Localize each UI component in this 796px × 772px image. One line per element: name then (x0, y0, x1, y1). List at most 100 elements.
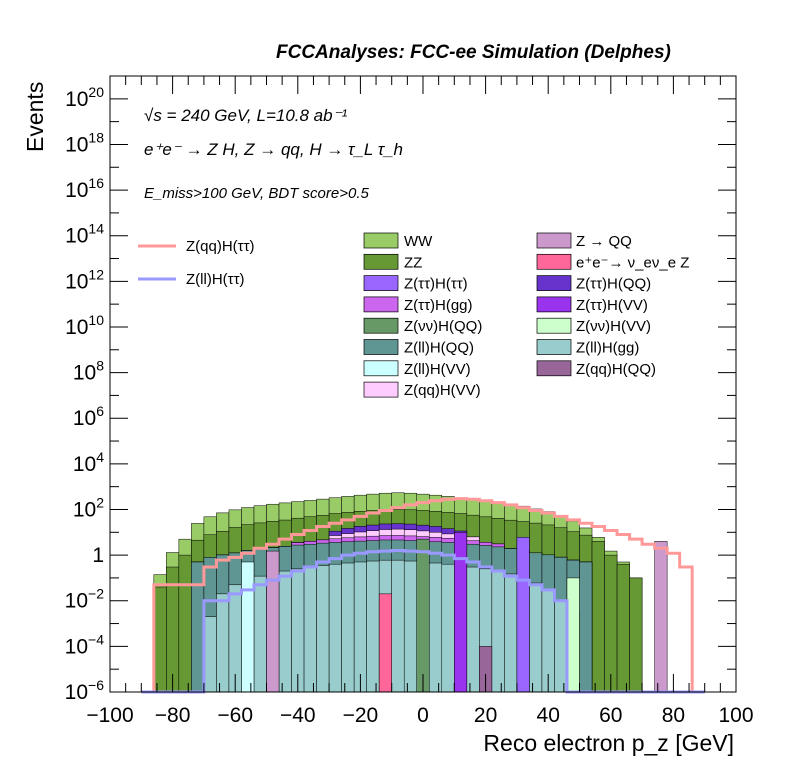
y-tick-label: 10−4 (65, 631, 105, 658)
bar-z-ll-h-qq- (579, 561, 593, 693)
signal-lines (141, 497, 705, 694)
bar-zz (153, 586, 167, 693)
legend-swatch (536, 339, 572, 355)
bar-z-ll-h-gg- (403, 560, 417, 693)
bar-z-ll-h-gg- (203, 616, 217, 693)
bar-z-ll-h-gg- (366, 560, 380, 693)
bar-z-ll-h-gg- (504, 573, 518, 693)
bar-z-ll-h-gg- (303, 566, 317, 693)
legend-swatch (363, 296, 399, 313)
legend-swatch (536, 360, 572, 377)
y-tick-label: 1 (92, 544, 104, 567)
legend-label: Z(qq)H(QQ) (576, 361, 656, 378)
bar-z-ll-h-gg- (278, 570, 292, 693)
axis-ticks: −100 −80 −60 −40 −20 0 20 40 60 80 100 10−6 10−4 10−2… (65, 75, 754, 727)
legend-label: Z(ll)H(gg) (576, 340, 639, 357)
bar-z-ll-h-gg- (253, 575, 267, 693)
bar-z-ll-h-qq- (191, 561, 205, 693)
spike-bar (416, 538, 430, 693)
legend-label: Z → QQ (576, 233, 632, 250)
spike-bar (654, 541, 668, 693)
spike-bar (454, 532, 468, 693)
legend-label: Z(ll)H(VV) (404, 361, 471, 378)
bar-z-ll-h-gg- (341, 562, 355, 693)
bar-z-ll-h-gg- (554, 600, 568, 693)
legend-label: Z(ττ)H(ττ) (404, 276, 468, 293)
legend-label: Z(νν)H(VV) (576, 318, 651, 335)
banner-title: FCCAnalyses: FCC-ee Simulation (Delphes) (276, 42, 671, 63)
bar-z-ll-h-gg- (529, 582, 543, 693)
legend-swatch (536, 296, 572, 313)
x-tick-label: 100 (718, 704, 753, 727)
legend-swatch (363, 360, 399, 377)
spike-bar (266, 550, 280, 693)
y-tick-label: 10−2 (65, 586, 105, 613)
x-tick-label: −80 (155, 704, 191, 727)
y-tick-label: 104 (73, 449, 104, 476)
bar-z-ll-h-gg- (491, 570, 505, 693)
x-tick-label: 40 (537, 704, 560, 727)
legend-label: Z(qq)H(VV) (404, 382, 481, 399)
y-axis-title: Events (22, 81, 48, 152)
spike-bars (241, 532, 668, 693)
y-tick-label: 106 (73, 403, 104, 430)
legend-swatch (363, 381, 399, 398)
legend-line-label: Z(ll)H(ττ) (186, 271, 245, 288)
bar-z-ll-h-gg- (466, 566, 480, 693)
y-tick-label: 1016 (65, 175, 104, 202)
legend-label: Z(ττ)H(gg) (404, 297, 473, 314)
x-tick-label: −40 (280, 704, 316, 727)
legend-swatch (363, 232, 399, 249)
legend-swatch (536, 275, 572, 291)
bar-zz (604, 554, 618, 693)
legend-swatch (363, 275, 399, 291)
bar-z-ll-h-gg- (291, 568, 305, 693)
bar-z-ll-h-gg- (391, 559, 405, 693)
legend-swatch (363, 317, 399, 334)
legend-line-label: Z(qq)H(ττ) (186, 238, 255, 255)
legend-label: Z(ττ)H(QQ) (576, 276, 651, 293)
legend-swatch (536, 317, 572, 334)
legend-label: WW (404, 233, 433, 250)
legend-label: Z(νν)H(QQ) (404, 318, 482, 335)
legend-label: Z(ττ)H(VV) (576, 297, 648, 314)
cut-annotation: E_miss>100 GeV, BDT score>0.5 (144, 185, 369, 202)
spike-bar (566, 577, 580, 693)
legend-swatch (363, 253, 399, 270)
bar-z-ll-h-gg- (441, 563, 455, 693)
y-tick-label: 102 (73, 494, 104, 521)
bar-z-ll-h-gg- (429, 562, 443, 693)
bar-zz (591, 541, 605, 693)
spike-bar (516, 537, 530, 693)
spike-bar (378, 593, 392, 693)
bar-z-ll-h-gg- (216, 593, 230, 693)
y-tick-label: 108 (73, 358, 104, 385)
spike-bar (241, 561, 255, 693)
bar-z-ll-h-gg- (316, 565, 330, 693)
y-tick-label: 1018 (65, 129, 104, 156)
legend-label: e⁺e⁻→ ν_eν_e Z (576, 254, 689, 271)
legend-label: Z(ll)H(QQ) (404, 340, 474, 357)
legend-swatch (536, 232, 572, 249)
line-z-ll-h- (141, 548, 705, 694)
y-tick-label: 1014 (65, 221, 104, 248)
energy-annotation: √s = 240 GeV, L=10.8 ab⁻¹ (144, 106, 348, 125)
bar-z-ll-h-gg- (353, 561, 367, 693)
y-tick-label: 10−6 (65, 677, 105, 704)
x-tick-label: 20 (474, 704, 497, 727)
legend-swatch (536, 253, 572, 270)
x-axis-title: Reco electron p_z [GeV] (483, 730, 734, 756)
y-tick-label: 1020 (65, 84, 104, 111)
bar-z-ll-h-gg- (328, 563, 342, 693)
bar-zz (178, 554, 192, 693)
process-annotation: e⁺e⁻ → Z H, Z → qq, H → τ_L τ_h (144, 140, 403, 159)
y-tick-label: 1012 (65, 266, 104, 293)
x-tick-label: 0 (417, 704, 429, 727)
y-tick-label: 1010 (65, 312, 104, 339)
x-tick-label: −20 (343, 704, 379, 727)
line-z-qq-h- (141, 497, 705, 694)
bar-zz (629, 577, 643, 693)
legend: Z(qq)H(ττ) Z(ll)H(ττ) WW ZZ Z(ττ)H(ττ) Z(ττ)H… (138, 232, 689, 399)
x-tick-label: 60 (599, 704, 622, 727)
